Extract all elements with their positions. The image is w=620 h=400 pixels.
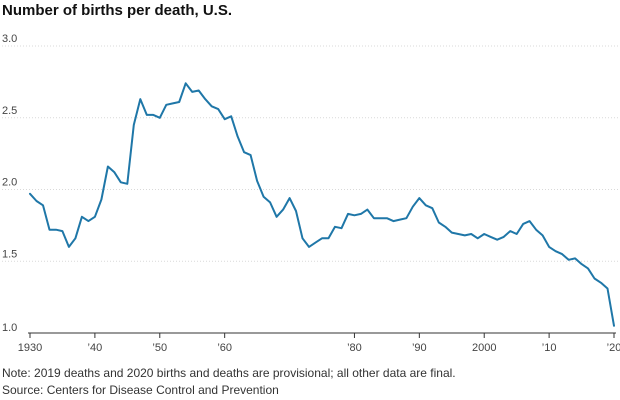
x-axis-labels: 1930 ’40 ’50 ’60 ’80 ’90 2000 ’10 ’20 [18, 333, 620, 354]
line-chart: 1.0 1.5 2.0 2.5 3.0 1930 ’40 ’50 ’60 ’80 ’90 2000 ’… [2, 33, 620, 354]
y-axis-labels: 1.0 1.5 2.0 2.5 3.0 [2, 33, 17, 334]
x-tick-label: ’40 [88, 342, 103, 354]
chart-note: Note: 2019 deaths and 2020 births and de… [2, 366, 456, 380]
y-tick-label: 1.0 [2, 322, 17, 334]
births-per-death-line [29, 82, 615, 327]
x-tick-label: ’90 [412, 342, 427, 354]
x-tick-label: ’80 [347, 342, 362, 354]
y-tick-label: 2.0 [2, 177, 17, 189]
chart-source: Source: Centers for Disease Control and … [2, 383, 279, 397]
x-tick-label: ’10 [542, 342, 557, 354]
x-tick-label: 1930 [18, 342, 42, 354]
x-tick-label: ’50 [152, 342, 167, 354]
x-tick-label: ’60 [217, 342, 232, 354]
series-layer [29, 82, 615, 327]
y-tick-label: 1.5 [2, 248, 17, 260]
x-tick-label: ’20 [607, 342, 620, 354]
x-tick-label: 2000 [472, 342, 496, 354]
y-tick-label: 2.5 [2, 105, 17, 117]
chart-title: Number of births per death, U.S. [2, 2, 233, 19]
y-tick-label: 3.0 [2, 33, 17, 45]
gridlines [2, 45, 618, 262]
